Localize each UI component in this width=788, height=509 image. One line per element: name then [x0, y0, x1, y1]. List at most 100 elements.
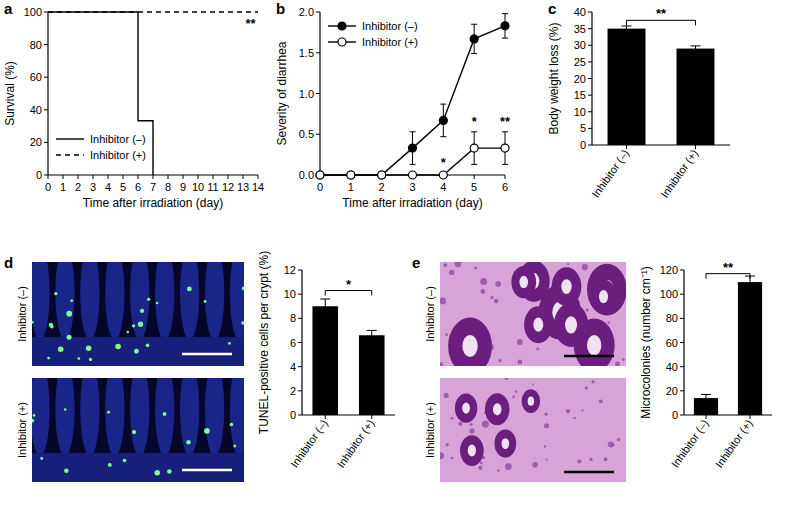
- nucleus: [617, 438, 620, 441]
- x-tick-label: 3: [409, 181, 415, 193]
- tunel-dot: [66, 311, 72, 317]
- villus: [180, 378, 199, 456]
- lumen: [468, 445, 476, 457]
- annotation: **: [723, 260, 734, 275]
- category-label: Inhibitor (+): [658, 147, 700, 200]
- nucleus: [440, 452, 444, 459]
- tunel-dot: [54, 292, 57, 295]
- marker: [501, 22, 509, 30]
- bar: [738, 282, 762, 415]
- crypt: [460, 435, 484, 466]
- tunel-dot: [33, 414, 36, 417]
- error-cap: [410, 131, 416, 132]
- y-tick: [298, 270, 302, 271]
- nucleus: [480, 461, 483, 464]
- nucleus: [532, 384, 534, 386]
- micrograph: [32, 262, 244, 366]
- x-tick-label: 9: [180, 181, 186, 193]
- tunel-dot: [107, 411, 110, 414]
- tunel-dot: [32, 321, 34, 324]
- nucleus: [440, 298, 446, 305]
- y-tick-label: 40: [30, 104, 42, 116]
- marker: [316, 171, 324, 179]
- y-tick: [680, 390, 684, 391]
- y-tick: [588, 145, 592, 146]
- plot-area: [312, 299, 384, 415]
- y-tick-label: 60: [666, 337, 678, 349]
- villus: [80, 378, 99, 456]
- villus: [205, 378, 224, 456]
- series-line: [48, 11, 258, 12]
- nucleus: [470, 423, 473, 426]
- x-tick-label: 1: [60, 181, 66, 193]
- nucleus: [585, 386, 588, 389]
- tunel-dot: [187, 287, 192, 292]
- error-bar: [471, 24, 477, 53]
- legend-entry: Inhibitor (+): [328, 36, 418, 48]
- tunel-dot: [230, 423, 234, 427]
- x-tick: [63, 175, 64, 179]
- error-bar: [320, 299, 330, 314]
- crypt-layer: [32, 337, 244, 366]
- tunel-dot: [167, 469, 172, 474]
- villus: [32, 262, 50, 340]
- marker: [378, 171, 386, 179]
- x-tick: [258, 175, 259, 179]
- crypt-layer: [32, 453, 244, 482]
- y-tick: [316, 52, 320, 53]
- annotation: **: [500, 114, 511, 129]
- x-tick-label: 4: [105, 181, 111, 193]
- x-tick-label: 4: [440, 181, 446, 193]
- nucleus: [480, 278, 487, 285]
- error-cap: [622, 25, 632, 26]
- category-label: Inhibitor (–): [288, 417, 330, 469]
- category-label: Inhibitor (+): [713, 417, 755, 470]
- marker: [409, 144, 417, 152]
- lumen: [561, 279, 571, 294]
- tunel-dot: [156, 302, 158, 304]
- y-tick: [316, 12, 320, 13]
- nucleus: [451, 417, 454, 420]
- error-cap: [471, 131, 477, 132]
- plot-area: [608, 26, 715, 145]
- tunel-dot: [47, 357, 50, 360]
- error-bar: [502, 132, 508, 165]
- nucleus: [458, 422, 462, 426]
- image-label: Inhibitor (+): [424, 402, 436, 458]
- x-tick-label: 2: [379, 181, 385, 193]
- tunel-dot: [123, 459, 127, 463]
- nucleus: [440, 362, 443, 366]
- y-tick: [298, 342, 302, 343]
- nucleus: [604, 458, 608, 462]
- nucleus: [449, 270, 454, 275]
- error-bar: [367, 330, 377, 340]
- error-cap: [502, 131, 508, 132]
- nucleus: [480, 289, 485, 294]
- scale-bar: [182, 469, 232, 472]
- y-tick: [588, 12, 592, 13]
- micrograph: [440, 378, 626, 482]
- y-tick: [44, 12, 48, 13]
- crypt: [522, 389, 540, 413]
- nucleus: [599, 399, 603, 403]
- tunel-dot: [64, 469, 69, 474]
- lumen: [462, 402, 470, 413]
- error-bar: [701, 394, 711, 401]
- x-tick-label: 0: [317, 181, 323, 193]
- x-tick: [168, 175, 169, 179]
- villus: [205, 262, 224, 340]
- y-tick-label: 30: [574, 39, 586, 51]
- image-bg: [440, 262, 626, 366]
- panel-letter: e: [412, 254, 420, 271]
- error-bar: [622, 26, 632, 31]
- nucleus: [444, 263, 448, 267]
- y-tick-label: 8: [290, 312, 296, 324]
- nucleus: [446, 443, 449, 446]
- x-tick: [93, 175, 94, 179]
- marker: [470, 35, 478, 43]
- x-tick: [48, 175, 49, 179]
- tunel-dot: [204, 300, 207, 303]
- nucleus: [544, 423, 549, 428]
- scale-bar: [564, 355, 614, 358]
- crypt: [494, 429, 516, 457]
